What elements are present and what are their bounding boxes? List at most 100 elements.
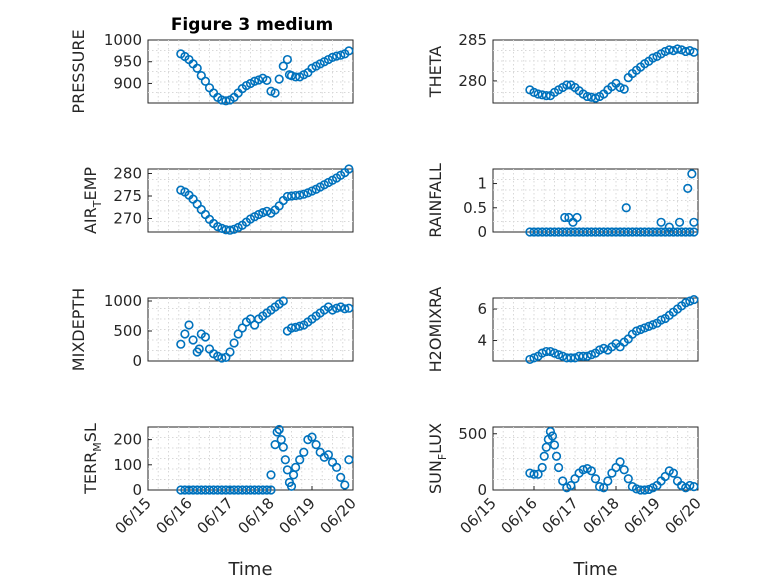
- y-tick-label: 0: [477, 481, 487, 499]
- data-point: [648, 53, 658, 63]
- data-point: [551, 451, 562, 461]
- data-point: [656, 217, 666, 227]
- data-point: [295, 190, 305, 200]
- data-point: [291, 322, 301, 333]
- data-point: [250, 76, 260, 86]
- y-tick-label: 280: [458, 72, 487, 90]
- y-tick-label: 0: [132, 352, 142, 370]
- subplot-3: 270 275 280 AIRTEMP: [81, 164, 354, 235]
- data-point: [280, 455, 290, 465]
- data-point: [344, 46, 354, 56]
- y-axis-label: SUNFLUX: [426, 423, 449, 494]
- data-point: [225, 347, 235, 357]
- data-point: [332, 462, 342, 472]
- data-point: [687, 169, 697, 179]
- y-tick-label: 200: [113, 431, 142, 449]
- data-point: [623, 474, 633, 484]
- data-point: [229, 338, 239, 348]
- data-point: [621, 203, 631, 213]
- x-tick-label: 06/19: [276, 494, 319, 537]
- y-axis-label: AIRTEMP: [81, 167, 104, 234]
- data-point: [336, 50, 346, 60]
- subplot-1: 900 950 1000 PRESSURE: [69, 29, 354, 114]
- y-tick-label: 1000: [104, 31, 142, 49]
- data-point: [674, 217, 685, 227]
- y-tick-label: 4: [477, 332, 487, 350]
- y-tick-label: 280: [113, 165, 142, 183]
- data-point: [656, 315, 666, 325]
- data-point: [599, 343, 609, 354]
- data-series: [176, 46, 354, 106]
- subplot-5: 0 500 1000 MIXDEPTH: [69, 288, 354, 371]
- data-series: [176, 296, 354, 363]
- data-point: [295, 455, 305, 465]
- data-point: [533, 469, 543, 479]
- data-point: [200, 332, 210, 342]
- data-point: [549, 348, 560, 358]
- data-point: [615, 82, 625, 93]
- data-point: [295, 321, 305, 331]
- data-point: [619, 465, 629, 475]
- data-point: [689, 294, 699, 305]
- data-point: [336, 472, 346, 483]
- data-point: [344, 303, 354, 313]
- data-point: [562, 80, 572, 90]
- data-point: [266, 485, 276, 495]
- y-tick-label: 500: [458, 425, 487, 443]
- data-series: [525, 169, 699, 237]
- data-point: [274, 424, 284, 435]
- x-tick-label: 06/18: [235, 494, 278, 537]
- data-point: [664, 222, 674, 232]
- x-axis-label: Time: [227, 559, 272, 580]
- data-point: [689, 227, 699, 237]
- data-point: [578, 351, 588, 361]
- y-axis-label: MIXDEPTH: [69, 288, 88, 371]
- data-point: [262, 75, 272, 86]
- data-point: [291, 462, 301, 472]
- data-point: [681, 298, 691, 308]
- data-point: [192, 63, 202, 73]
- data-point: [188, 335, 198, 345]
- y-axis-label: THETA: [426, 46, 445, 98]
- data-point: [184, 320, 194, 330]
- data-point: [683, 183, 693, 193]
- subplot-6: 4 6 H2OMIXRA: [426, 287, 699, 372]
- x-tick-label: 06/20: [662, 494, 705, 537]
- data-point: [274, 74, 284, 84]
- data-point: [586, 350, 597, 360]
- x-tick-label: 06/17: [194, 494, 237, 537]
- subplot-4: 0 0.5 1 RAINFALL: [426, 163, 699, 241]
- x-tick-label: 06/15: [457, 494, 500, 537]
- data-point: [217, 353, 227, 363]
- y-tick-label: 0: [132, 481, 142, 499]
- data-series: [176, 424, 354, 495]
- y-tick-label: 275: [113, 187, 142, 205]
- figure-title: Figure 3 medium: [171, 15, 333, 35]
- data-point: [286, 481, 297, 491]
- data-point: [282, 465, 293, 475]
- data-point: [529, 469, 539, 479]
- data-point: [327, 52, 338, 62]
- data-point: [291, 190, 301, 201]
- data-point: [272, 427, 282, 437]
- x-tick-label: 06/17: [539, 494, 582, 537]
- data-point: [566, 480, 576, 491]
- data-point: [685, 480, 695, 491]
- data-point: [640, 323, 650, 333]
- data-point: [545, 426, 556, 437]
- data-point: [648, 320, 658, 330]
- data-series: [176, 164, 354, 235]
- data-point: [685, 227, 695, 237]
- data-series: [525, 426, 699, 495]
- x-tick-label: 06/18: [580, 494, 623, 537]
- data-point: [344, 455, 354, 465]
- data-point: [668, 468, 679, 478]
- data-point: [672, 44, 683, 54]
- data-point: [545, 346, 556, 357]
- data-point: [599, 483, 609, 493]
- data-point: [635, 324, 646, 335]
- y-axis-label: PRESSURE: [69, 29, 88, 113]
- data-point: [194, 344, 204, 354]
- data-point: [270, 440, 280, 450]
- y-tick-label: 950: [113, 53, 142, 71]
